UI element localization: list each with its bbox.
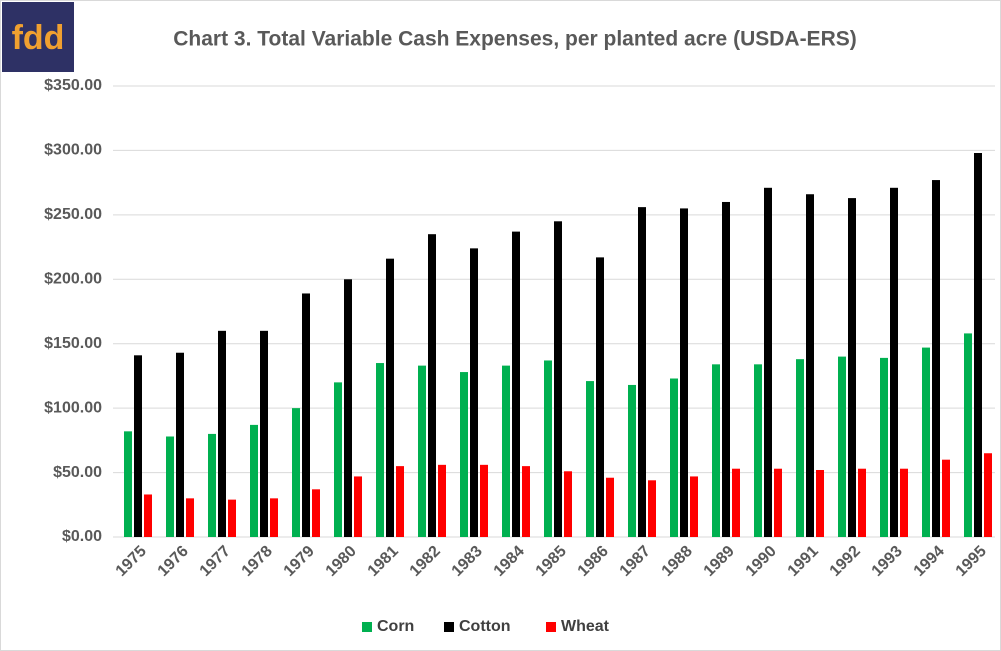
bar (376, 363, 384, 537)
bar (890, 187, 898, 537)
bar (502, 365, 510, 537)
bar (764, 187, 772, 537)
bar (848, 198, 856, 537)
bar (270, 498, 278, 537)
bar (124, 431, 132, 537)
bar (838, 356, 846, 537)
bar (302, 293, 310, 537)
bar (564, 471, 572, 537)
bar (712, 364, 720, 537)
bar (816, 469, 824, 537)
bar (428, 234, 436, 537)
legend-label: Wheat (561, 618, 610, 635)
legend-swatch (362, 622, 372, 632)
bar (312, 489, 320, 537)
y-tick-label: $300.00 (44, 142, 102, 159)
legend-swatch (546, 622, 556, 632)
chart-title: Chart 3. Total Variable Cash Expenses, p… (173, 28, 856, 51)
legend-label: Cotton (459, 618, 511, 635)
bar (396, 466, 404, 537)
y-tick-label: $200.00 (44, 271, 102, 288)
bar (900, 468, 908, 537)
bar (722, 201, 730, 537)
bar (134, 355, 142, 537)
legend-swatch (444, 622, 454, 632)
bar (460, 372, 468, 537)
y-tick-label: $150.00 (44, 335, 102, 352)
bar (606, 477, 614, 537)
bar (480, 464, 488, 537)
bar (806, 194, 814, 538)
bar (208, 433, 216, 537)
bar (974, 153, 982, 537)
bar (638, 207, 646, 537)
bar (292, 408, 300, 537)
legend-label: Corn (377, 618, 414, 635)
bar (438, 464, 446, 537)
bar (418, 365, 426, 537)
bar (754, 364, 762, 537)
bar (596, 257, 604, 537)
bar (144, 494, 152, 537)
bar (386, 258, 394, 537)
bar (774, 468, 782, 537)
bar (186, 498, 194, 537)
bar (554, 221, 562, 538)
bar (586, 381, 594, 537)
bar (544, 360, 552, 537)
bar (922, 347, 930, 537)
bar (470, 248, 478, 538)
bar (670, 378, 678, 537)
y-tick-label: $350.00 (44, 77, 102, 94)
bar (648, 480, 656, 537)
bar (984, 453, 992, 537)
y-tick-label: $0.00 (62, 528, 102, 545)
bar (334, 382, 342, 537)
bar (512, 231, 520, 537)
bar (880, 357, 888, 537)
y-tick-label: $50.00 (53, 464, 102, 481)
bar (344, 279, 352, 537)
bar (218, 330, 226, 537)
y-tick-label: $100.00 (44, 399, 102, 416)
bar (680, 208, 688, 537)
bar (932, 180, 940, 537)
bar (732, 468, 740, 537)
bar (166, 436, 174, 537)
bar (858, 468, 866, 537)
bar (964, 333, 972, 537)
y-tick-label: $250.00 (44, 206, 102, 223)
bar (354, 476, 362, 537)
bar (522, 466, 530, 537)
bar (228, 499, 236, 537)
logo: fdd (12, 19, 65, 57)
bar (176, 352, 184, 537)
bar (628, 384, 636, 537)
bar (250, 424, 258, 537)
bar (942, 459, 950, 537)
bar (690, 476, 698, 537)
bar (260, 330, 268, 537)
bar (796, 359, 804, 537)
logo-box (2, 2, 74, 72)
